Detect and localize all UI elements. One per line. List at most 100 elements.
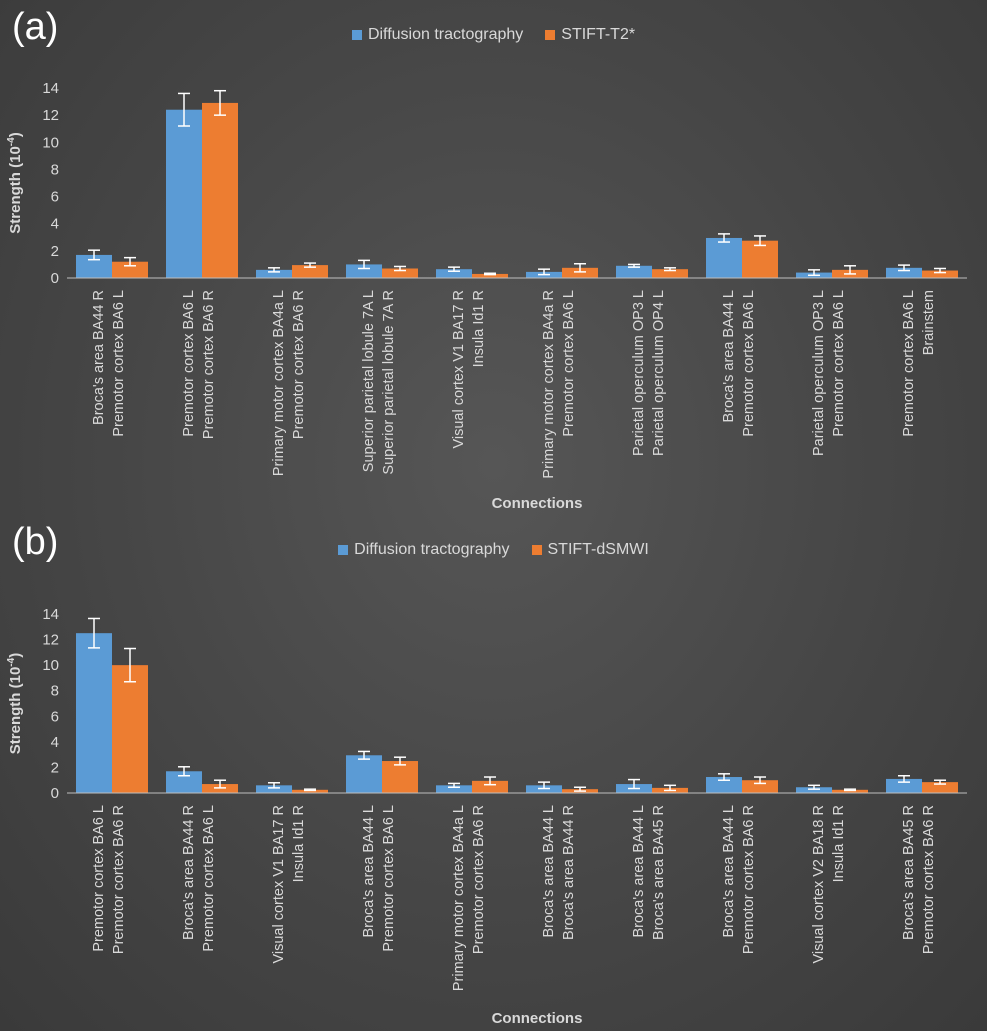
y-tick-label: 6 [51,708,59,725]
legend-item-a-series1: Diffusion tractography [351,26,523,44]
bar-b-s1-c9 [796,787,832,793]
y-axis-title-exponent: -4 [6,137,17,146]
bar-b-s1-c10 [886,778,922,793]
category-label-b-3-2: Insula Id1 R [291,805,307,882]
legend-b: Diffusion tractography STIFT-dSMWI [0,541,987,559]
bar-b-s2-c5 [472,780,508,793]
category-label-a-1-2: Premotor cortex BA6 L [111,290,127,437]
y-tick-label: 14 [42,80,59,97]
error-bar-b-s1-c1 [88,617,100,649]
bar-a-s1-c8 [706,237,742,278]
bar-a-s1-c5 [436,269,472,278]
category-label-b-6-1: Broca's area BA44 L [541,805,557,938]
bar-a-s1-c10 [886,267,922,278]
category-label-a-9-1: Parietal operculum OP3 L [811,290,827,456]
y-tick-label: 14 [42,606,59,623]
error-bar-a-s2-c6 [574,263,586,273]
bar-a-s2-c3 [292,265,328,278]
y-axis-title-exponent: -4 [6,657,17,666]
error-bar-b-s1-c8 [718,773,730,781]
bar-chart-a: 0 2 4 6 8 10 12 14 Strength (10-4) Broca's area B… [6,80,967,512]
y-tick-label: 10 [42,657,59,674]
bar-a-s2-c1 [112,261,148,278]
legend-item-b-series1: Diffusion tractography [338,541,510,559]
category-label-b-1-2: Premotor cortex BA6 R [111,805,127,954]
category-label-b-7-2: Broca's area BA45 R [651,805,667,940]
error-bar-a-s1-c6 [538,268,550,276]
y-axis-title-text: Strength (10 [7,667,24,755]
bar-b-s1-c4 [346,755,382,793]
y-axis-title-close: ) [7,653,24,658]
error-bar-a-s2-c10 [934,267,946,274]
category-label-a-3-2: Premotor cortex BA6 R [291,290,307,439]
category-label-b-8-1: Broca's area BA44 L [721,805,737,938]
y-tick-label: 6 [51,189,59,206]
error-bar-b-s1-c2 [178,766,190,777]
error-bar-a-s1-c8 [718,233,730,243]
y-tick-label: 10 [42,134,59,151]
category-label-a-10-2: Brainstem [921,290,937,355]
bar-a-s2-c2 [202,102,238,278]
legend-swatch-b-series2 [531,545,542,555]
error-bar-b-s2-c8 [754,776,766,785]
y-axis-title: Strength (10-4) [6,653,24,754]
bar-b-s2-c8 [742,780,778,793]
bar-b-s2-c3 [292,789,328,793]
bar-a-s1-c1 [76,254,112,278]
bar-b-s2-c1 [112,665,148,793]
legend-item-a-series2: STIFT-T2* [545,26,635,44]
bar-a-s2-c6 [562,267,598,278]
category-label-a-5-1: Visual cortex V1 BA17 R [451,290,467,449]
bar-a-s2-c5 [472,273,508,278]
category-label-a-6-1: Primary motor cortex BA4a R [541,290,557,479]
error-bar-a-s2-c2 [214,89,226,116]
y-tick-label: 12 [42,632,59,649]
y-tick-label: 0 [51,270,59,287]
category-label-a-1-1: Broca's area BA44 R [91,290,107,425]
category-label-a-7-1: Parietal operculum OP3 L [631,290,647,456]
category-label-a-3-1: Primary motor cortex BA4a L [271,290,287,476]
y-axis-title-text: Strength (10 [7,146,24,234]
bar-b-s1-c8 [706,777,742,793]
legend-a: Diffusion tractography STIFT-T2* [0,26,987,44]
category-label-b-8-2: Premotor cortex BA6 R [741,805,757,954]
error-bar-b-s2-c10 [934,779,946,785]
category-label-b-5-1: Primary motor cortex BA4a L [451,805,467,991]
category-label-b-7-1: Broca's area BA44 L [631,805,647,938]
error-bar-a-s1-c5 [448,266,460,272]
legend-swatch-b-series1 [338,545,349,555]
bar-a-s2-c10 [922,270,958,278]
error-bar-a-s2-c4 [394,265,406,272]
chart-panel-a: (a) Diffusion tractography STIFT-T2* 0 2 4… [0,0,987,515]
panel-label-a: (a) [12,6,59,48]
bar-a-s1-c2 [166,109,202,278]
bar-b-s2-c9 [832,789,868,793]
error-bar-b-s2-c7 [664,784,676,792]
x-axis-title: Connections [492,495,583,512]
y-tick-label: 0 [51,785,59,802]
bar-b-s1-c3 [256,785,292,793]
error-bar-a-s1-c1 [88,249,100,261]
y-tick-label: 12 [42,107,59,124]
error-bar-a-s1-c7 [628,263,640,268]
category-label-b-4-1: Broca's area BA44 L [361,805,377,938]
category-label-a-4-1: Superior parietal lobule 7A L [361,290,377,472]
bar-b-s1-c1 [76,633,112,793]
category-label-b-1-1: Premotor cortex BA6 L [91,805,107,952]
error-bar-b-s1-c9 [808,784,820,790]
bar-a-s1-c3 [256,269,292,278]
error-bar-a-s1-c4 [358,259,370,270]
error-bar-b-s1-c3 [268,782,280,789]
error-bar-a-s2-c5 [484,272,496,276]
error-bar-a-s2-c1 [124,256,136,267]
error-bar-a-s2-c7 [664,267,676,272]
chart-panel-b: (b) Diffusion tractography STIFT-dSMWI 0… [0,515,987,1031]
y-axis-title: Strength (10-4) [6,132,24,233]
category-label-b-10-2: Premotor cortex BA6 R [921,805,937,954]
error-bar-b-s2-c5 [484,776,496,786]
error-bar-b-s2-c6 [574,786,586,792]
error-bar-b-s1-c4 [358,750,370,760]
x-axis-title: Connections [492,1010,583,1027]
error-bar-b-s1-c7 [628,778,640,790]
legend-label-a-series2: STIFT-T2* [561,26,636,43]
